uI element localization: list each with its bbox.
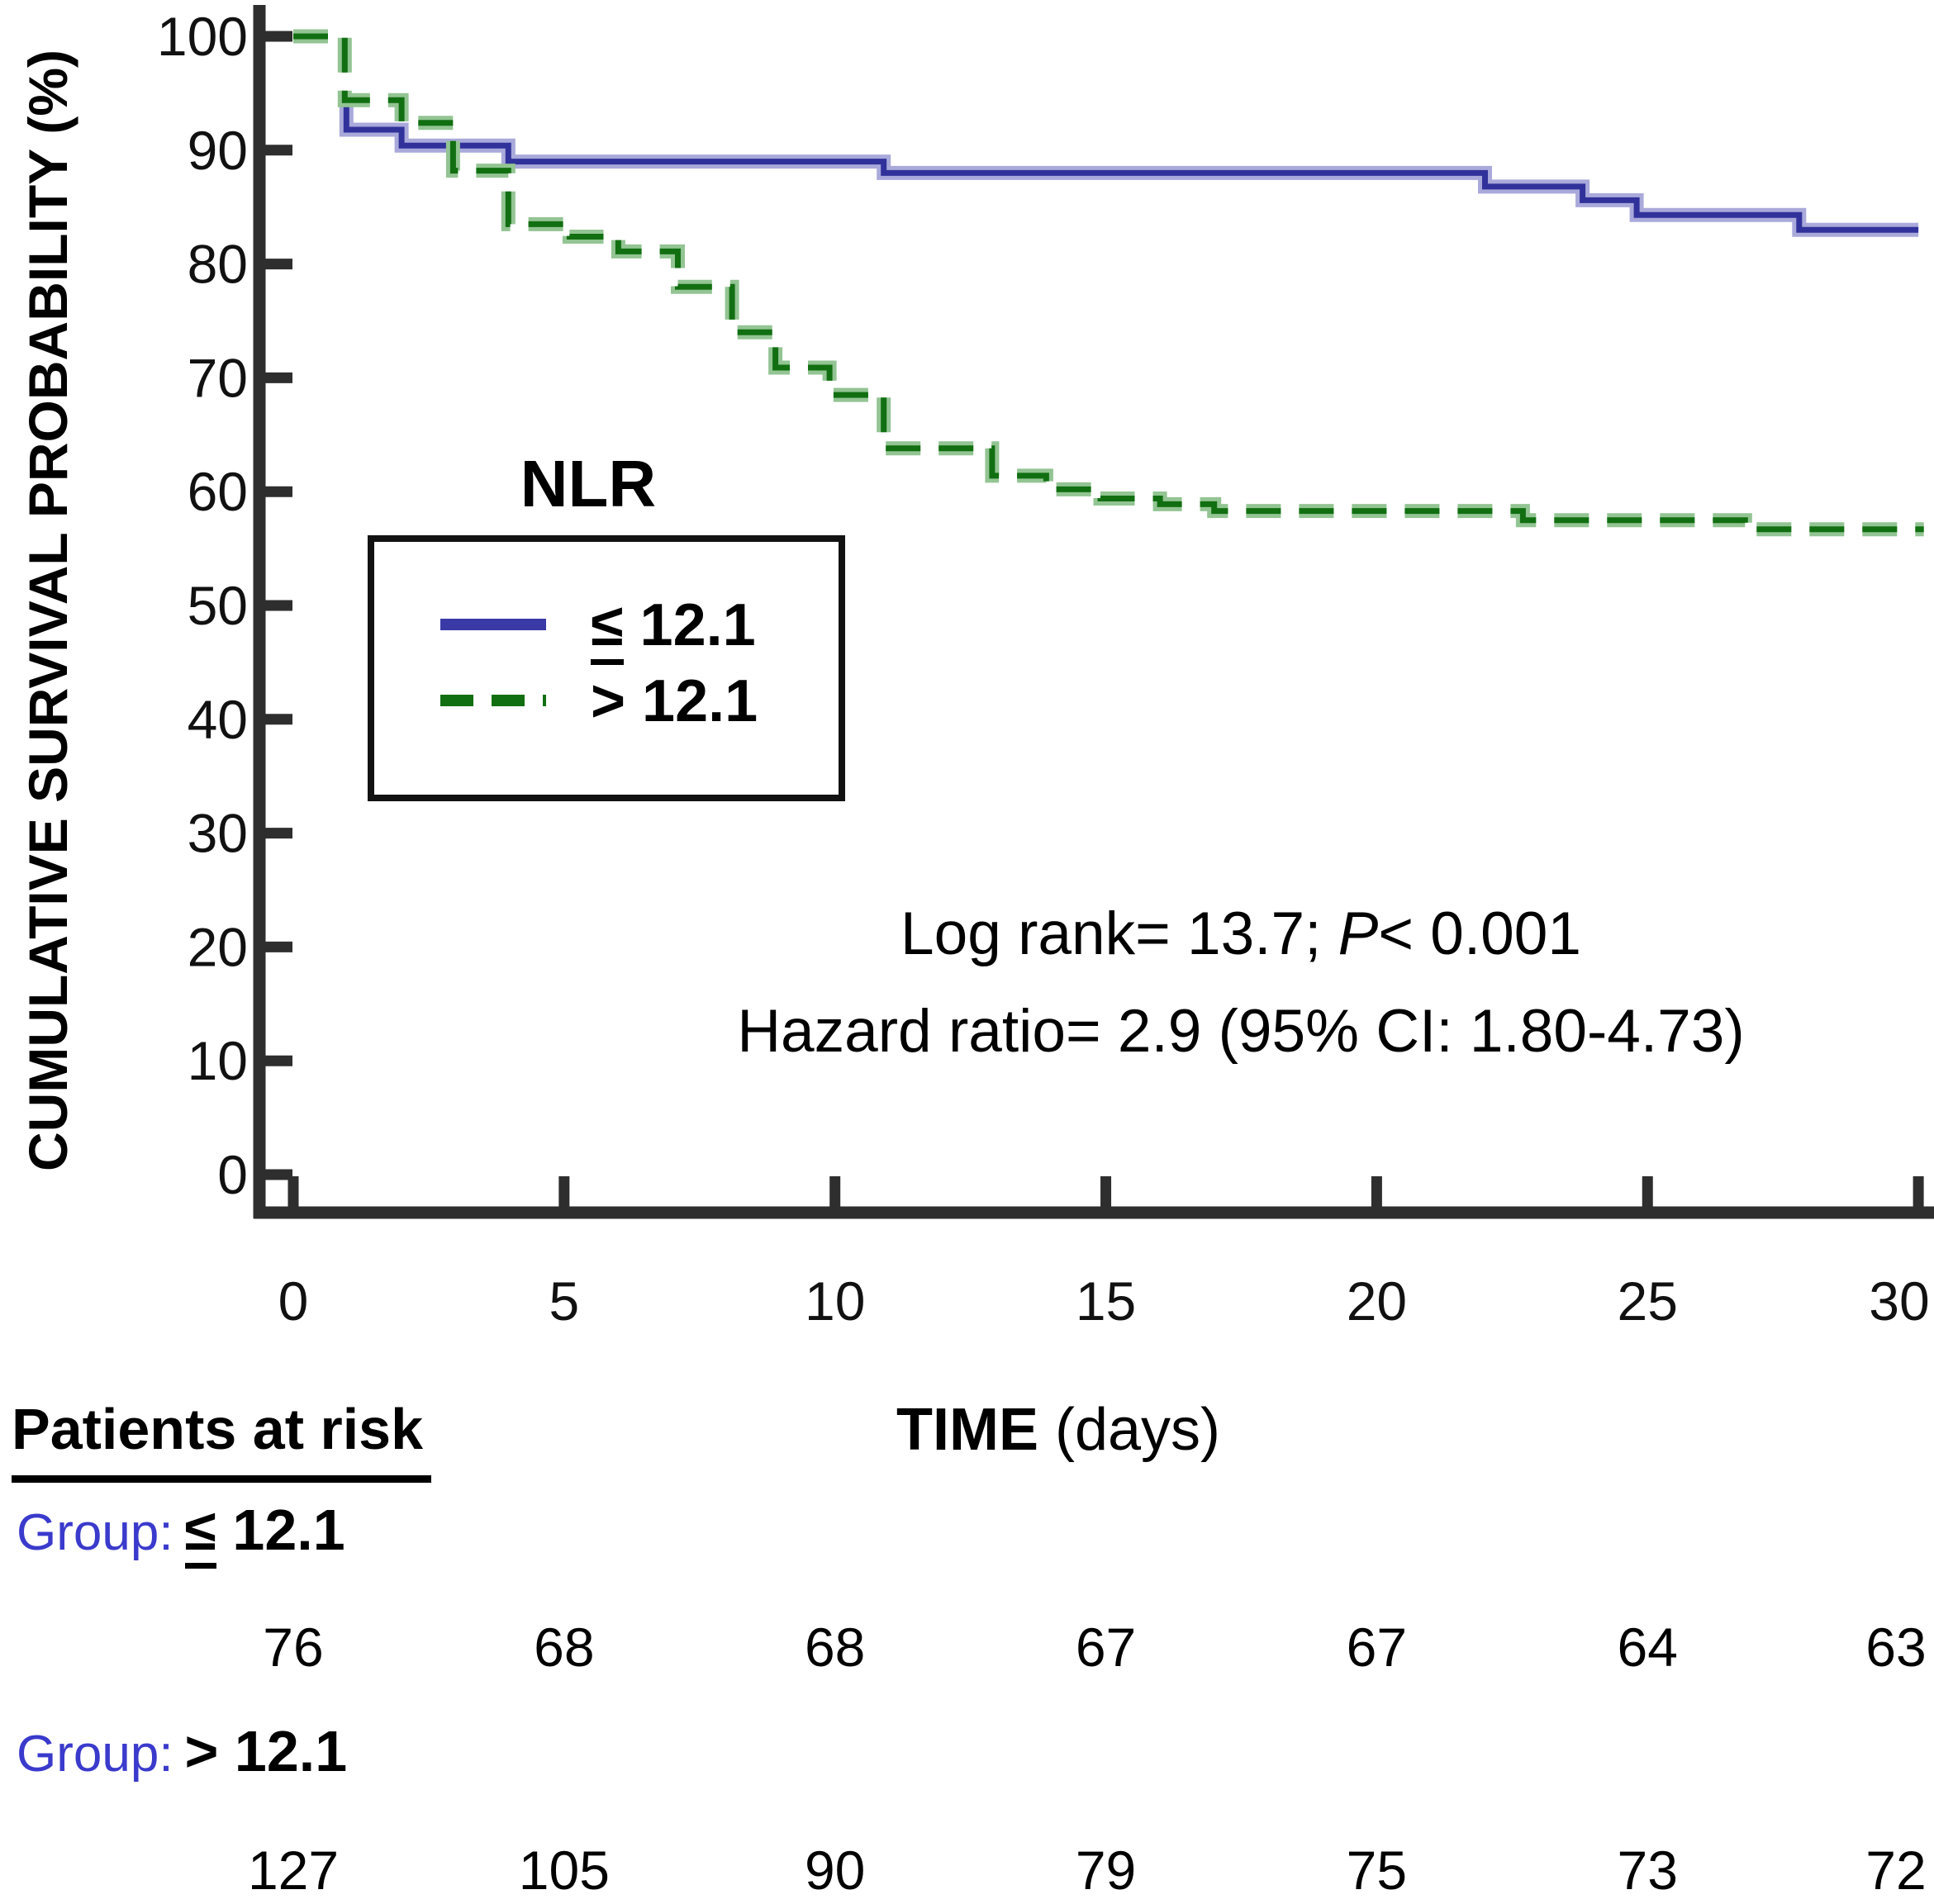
legend-label-le: ≤ 12.1 [591,591,756,665]
stats-annotation: Log rank= 13.7; P< 0.001 Hazard ratio= 2… [737,886,1744,1080]
survival-curve-blue [343,101,1919,233]
y-tick-label: 80 [188,234,248,295]
gt-symbol: > [591,668,626,734]
y-tick-label: 50 [188,575,248,636]
y-tick-label: 40 [188,689,248,750]
y-tick-label: 90 [188,120,248,181]
risk-count: 76 [263,1617,324,1678]
x-tick-label: 5 [549,1270,579,1332]
y-tick-label: 0 [217,1144,248,1205]
legend-title: NLR [520,447,657,520]
legend-item-gt: > 12.1 [374,667,839,734]
risk-count: 127 [247,1840,340,1901]
risk-count: 79 [1075,1840,1137,1901]
legend-item-le: ≤ 12.1 [374,591,839,665]
x-tick-label: 25 [1618,1270,1678,1332]
x-axis-title: TIME (days) [896,1397,1221,1463]
y-tick-label: 10 [188,1030,248,1091]
gt-value: 12.1 [625,668,758,734]
legend-line-solid-blue-icon [440,619,546,630]
risk-count: 64 [1617,1617,1678,1678]
risk-group-label-le: Group: ≤ 12.1 [17,1497,345,1569]
survival-chart-canvas: 0 10 20 30 40 50 60 70 80 90 100 0 5 10 15 20 25 30 [157,5,1934,1332]
le-value: 12.1 [623,592,756,658]
risk-count: 68 [804,1617,866,1678]
y-axis-title: CUMULATIVE SURVIVAL PROBABILITY (%) [17,50,78,1171]
x-tick-label: 15 [1076,1270,1136,1332]
x-tick-label: 10 [805,1270,865,1332]
risk-count: 75 [1346,1840,1408,1901]
p-symbol: P [1338,900,1379,967]
risk-count: 73 [1617,1840,1678,1901]
patients-at-risk-heading: Patients at risk [12,1396,431,1483]
risk-count: 67 [1075,1617,1137,1678]
legend-line-dashed-green-icon [440,695,546,706]
survival-curve-green [293,33,1924,533]
y-tick-label: 70 [188,347,248,408]
stats-line-hazard: Hazard ratio= 2.9 (95% CI: 1.80-4.73) [737,998,1745,1065]
y-tick-label: 60 [188,461,248,522]
survival-curve-halo-blue [339,101,1919,237]
legend-label-gt: > 12.1 [591,667,758,735]
risk-count: 68 [534,1617,595,1678]
risk-group-label-gt: Group: > 12.1 [17,1719,348,1783]
x-tick-label: 20 [1347,1270,1407,1332]
risk-count: 90 [804,1840,866,1901]
risk-count: 105 [518,1840,610,1901]
y-tick-label: 30 [188,803,248,864]
le-symbol: ≤ [591,592,624,665]
risk-counts-row-gt: 127 105 90 79 75 73 72 [0,1839,1934,1901]
stats-line-logrank: Log rank= 13.7; P< 0.001 [900,900,1581,967]
y-tick-label: 20 [188,916,248,977]
risk-count: 72 [1865,1840,1927,1901]
legend-box: ≤ 12.1 > 12.1 [368,535,845,801]
risk-counts-row-le: 76 68 68 67 67 64 63 [0,1616,1934,1678]
x-tick-label: 0 [278,1270,309,1332]
y-tick-label: 100 [157,6,248,67]
x-tick-label: 30 [1869,1270,1929,1332]
risk-count: 67 [1346,1617,1408,1678]
risk-count: 63 [1865,1617,1927,1678]
